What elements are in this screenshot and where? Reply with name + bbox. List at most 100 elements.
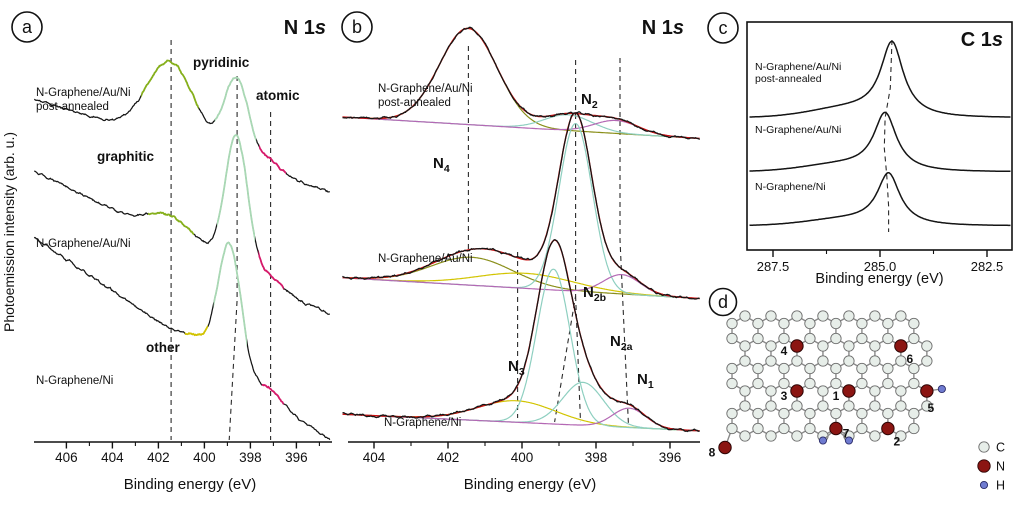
carbon-atom (752, 332, 764, 345)
x-tick-label: 404 (363, 450, 386, 465)
panel-a-n1s-spectra: 406 404 402 400 398 396 Binding energy (eV) N-G… (1, 11, 332, 493)
carbon-atom (726, 407, 738, 420)
carbon-atom (726, 317, 738, 330)
carbon-atom (882, 407, 894, 420)
x-tick-label: 406 (55, 450, 78, 465)
carbon-atom (869, 340, 881, 352)
carbon-atom (765, 400, 777, 412)
x-axis-title: Binding energy (eV) (815, 271, 943, 287)
carbon-atom (843, 400, 855, 412)
carbon-atom (739, 340, 751, 352)
panel-c-c1s-spectra: 287.5 285.0 282.5 Binding energy (eV) N-Grap… (707, 12, 1013, 287)
legend-label-carbon: C (996, 441, 1005, 455)
legend-nitrogen-ball (977, 459, 991, 473)
peak-position-guide (554, 60, 577, 423)
carbon-atom (869, 355, 881, 367)
hydrogen-atom (844, 436, 853, 445)
fit-envelope (342, 239, 700, 432)
panel-letter-badge (708, 287, 738, 317)
carbon-atom (921, 400, 933, 412)
carbon-atom (921, 340, 933, 352)
x-axis-title: Binding energy (eV) (464, 476, 597, 493)
x-tick-label: 402 (147, 450, 170, 465)
spectrum-trace (342, 239, 700, 433)
carbon-atom (908, 407, 920, 420)
sample-label: N-Graphene/Au/Ni (378, 83, 473, 95)
sample-label: N-Graphene/Au/Ni (378, 253, 473, 265)
carbon-atom (895, 400, 907, 412)
panel-letter-badge (341, 11, 373, 43)
x-axis-title: Binding energy (eV) (124, 476, 257, 493)
x-tick-label: 287.5 (757, 259, 790, 274)
nitrogen-atom (718, 440, 732, 455)
carbon-atom (895, 310, 907, 322)
x-tick-label: 400 (511, 450, 534, 465)
site-number: 5 (928, 401, 935, 415)
carbon-atom (739, 400, 751, 412)
carbon-atom (726, 422, 738, 435)
carbon-atom (739, 385, 751, 397)
carbon-atom (726, 332, 738, 345)
carbon-atom (804, 377, 816, 390)
carbon-atom (843, 310, 855, 322)
carbon-atom (830, 362, 842, 375)
legend-carbon-ball (978, 441, 990, 453)
panel-title-N1s: N 1s (284, 17, 326, 39)
peak-position-guide (228, 76, 238, 441)
panel-letter: c (719, 18, 728, 38)
carbon-atom (908, 362, 920, 375)
carbon-atom (791, 400, 803, 412)
carbon-atom (895, 355, 907, 367)
carbon-atom (895, 385, 907, 397)
carbon-atom (856, 362, 868, 375)
carbon-atom (830, 332, 842, 345)
legend-label-nitrogen: N (996, 460, 1005, 474)
carbon-atom (804, 317, 816, 330)
x-tick-label: 402 (437, 450, 460, 465)
carbon-atom (856, 422, 868, 435)
x-tick-label: 398 (585, 450, 608, 465)
carbon-atom (882, 377, 894, 390)
carbon-atom (817, 355, 829, 367)
carbon-atom (804, 407, 816, 420)
plot-box (746, 21, 1013, 251)
carbon-atom (895, 430, 907, 442)
carbon-atom (882, 317, 894, 330)
sample-label: N-Graphene/Ni (36, 375, 113, 387)
carbon-atom (752, 407, 764, 420)
nitrogen-atom (790, 339, 804, 353)
panel-title-N1s: N 1s (642, 17, 684, 39)
carbon-atom (739, 355, 751, 367)
carbon-atom (778, 317, 790, 330)
spectrum-trace (749, 172, 1011, 227)
sample-label: post-annealed (755, 73, 822, 85)
panel-letter-badge (11, 11, 43, 43)
sample-label: N-Graphene/Au/Ni (36, 238, 131, 250)
sample-label: post-annealed (36, 101, 109, 113)
sample-label: N-Graphene/Au/Ni (36, 87, 131, 99)
carbon-atom (856, 377, 868, 390)
carbon-atom (908, 317, 920, 330)
sample-label: N-Graphene/Au/Ni (755, 124, 841, 136)
carbon-atom (765, 430, 777, 442)
annotation-other: other (146, 340, 180, 355)
fit-component-N2b (342, 268, 700, 432)
carbon-atom (778, 332, 790, 345)
carbon-atom (752, 377, 764, 390)
nitrogen-atom (881, 421, 895, 436)
carbon-atom (739, 430, 751, 442)
carbon-atom (869, 400, 881, 412)
carbon-atom (817, 400, 829, 412)
carbon-atom (765, 340, 777, 352)
sample-label: N-Graphene/Au/Ni (755, 61, 841, 73)
nitrogen-atom (894, 339, 908, 353)
peak-label-N2b: N2b (583, 284, 606, 304)
colored-segment-atomic (261, 383, 284, 405)
panel-letter-badge (707, 12, 739, 44)
panel-letter: a (22, 17, 33, 37)
y-axis-title: Photoemission intensity (arb. u.) (1, 132, 17, 332)
carbon-atom (856, 332, 868, 345)
colored-segment-graphitic (141, 59, 199, 110)
carbon-atom (765, 385, 777, 397)
